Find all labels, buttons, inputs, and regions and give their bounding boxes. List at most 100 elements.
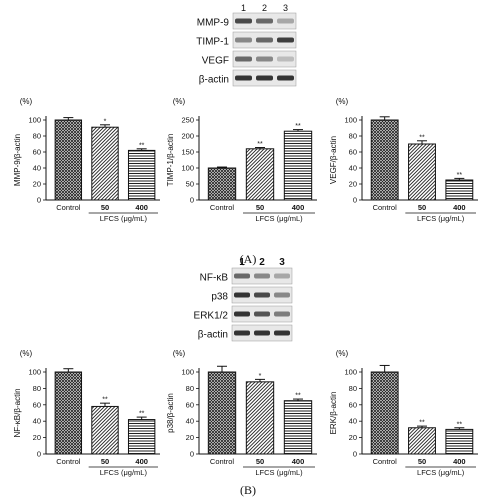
x-axis-label: LFCS (μg/mL): [417, 468, 465, 477]
y-tick-label: 0: [190, 196, 194, 205]
lane-number: 3: [279, 257, 285, 268]
significance-marker: **: [419, 134, 425, 141]
x-tick-label: 400: [453, 457, 466, 466]
bar: [445, 428, 474, 455]
blot-band: [274, 311, 290, 317]
y-axis-label: VEGF/β-actin: [329, 136, 338, 184]
blot-band: [274, 273, 290, 279]
blot-row-label: NF-κB: [200, 273, 229, 284]
x-tick-label: 400: [292, 457, 305, 466]
bar: [283, 130, 313, 201]
y-tick-label: 20: [349, 433, 357, 442]
blot-row-label: VEGF: [202, 56, 229, 67]
y-tick-label: 100: [181, 368, 194, 377]
y-tick-label: 20: [349, 180, 357, 189]
x-tick-label: 50: [418, 203, 426, 212]
y-tick-label: 80: [33, 384, 41, 393]
x-axis-label: LFCS (μg/mL): [100, 214, 148, 223]
blot-band: [235, 37, 252, 43]
blot-band: [254, 292, 270, 298]
blot-row-label: TIMP-1: [196, 37, 229, 48]
x-axis-label: LFCS (μg/mL): [255, 468, 303, 477]
x-tick-label: Control: [210, 457, 235, 466]
bar: [127, 149, 156, 201]
blot-band: [254, 311, 270, 317]
y-tick-label: 0: [37, 196, 41, 205]
y-axis-label: TIMP-1/β-actin: [166, 134, 175, 187]
unit-label: (%): [20, 349, 33, 358]
blot-row-label: β-actin: [198, 330, 228, 341]
bar-chart: (%) 0 20 40 60 80 100 p38/β-actin Control * 50 ** 40…: [166, 349, 317, 477]
x-tick-label: 50: [256, 203, 264, 212]
bar-chart: (%) 0 20 40 60 80 100 ERK/β-actin Control ** 50 ** 4…: [329, 349, 478, 477]
bar: [370, 119, 399, 201]
blot-band: [235, 18, 252, 24]
blot-band: [256, 18, 273, 24]
y-tick-label: 40: [33, 417, 41, 426]
y-tick-label: 60: [33, 400, 41, 409]
x-tick-label: 400: [292, 203, 305, 212]
blot-band: [277, 75, 294, 81]
blot-band: [234, 330, 250, 336]
x-tick-label: 50: [101, 457, 109, 466]
y-tick-label: 100: [344, 368, 357, 377]
bar: [408, 427, 436, 455]
y-axis-label: p38/β-actin: [166, 393, 175, 433]
lane-number: 2: [259, 257, 265, 268]
blot-band: [235, 56, 252, 62]
unit-label: (%): [336, 97, 349, 106]
blot-band: [234, 292, 250, 298]
blot-row-label: p38: [211, 292, 228, 303]
significance-marker: *: [104, 118, 107, 125]
blot-band: [277, 56, 294, 62]
bar: [408, 143, 436, 201]
y-tick-label: 0: [37, 450, 41, 459]
y-tick-label: 100: [28, 116, 41, 125]
y-tick-label: 250: [181, 116, 194, 125]
lane-number: 1: [241, 3, 246, 13]
bar: [54, 371, 83, 455]
x-tick-label: 400: [135, 203, 148, 212]
y-axis-label: MMP-9/β-actin: [13, 134, 22, 186]
significance-marker: **: [457, 421, 463, 428]
panel-label-b: (B): [240, 483, 256, 497]
bar: [54, 119, 83, 201]
blot-band: [277, 37, 294, 43]
y-tick-label: 60: [33, 148, 41, 157]
bar: [207, 371, 237, 455]
bar-chart: (%) 0 20 40 60 80 100 VEGF/β-actin Control ** 50 **…: [329, 97, 478, 223]
significance-marker: **: [102, 397, 108, 404]
significance-marker: **: [295, 123, 301, 130]
y-tick-label: 40: [349, 417, 357, 426]
x-tick-label: 400: [135, 457, 148, 466]
significance-marker: **: [257, 141, 263, 148]
x-tick-label: 50: [418, 457, 426, 466]
y-tick-label: 60: [349, 400, 357, 409]
x-tick-label: Control: [373, 457, 398, 466]
bar: [245, 381, 275, 455]
unit-label: (%): [173, 349, 186, 358]
x-tick-label: Control: [56, 457, 81, 466]
lane-number: 1: [239, 257, 245, 268]
y-tick-label: 50: [186, 180, 194, 189]
y-tick-label: 200: [181, 132, 194, 141]
panel-label-a: (A): [240, 252, 257, 266]
bar-chart: (%) 0 20 40 60 80 100 MMP-9/β-actin Control * 50 **…: [13, 97, 160, 223]
x-tick-label: Control: [373, 203, 398, 212]
x-tick-label: 50: [101, 203, 109, 212]
y-axis-label: ERK/β-actin: [329, 392, 338, 435]
y-tick-label: 100: [344, 116, 357, 125]
blot-band: [256, 75, 273, 81]
y-tick-label: 20: [186, 433, 194, 442]
x-tick-label: 50: [256, 457, 264, 466]
bar: [127, 419, 156, 455]
lane-number: 2: [262, 3, 267, 13]
bar-chart: (%) 0 20 40 60 80 100 NF-κB/β-actin Control ** 50 *…: [13, 349, 160, 477]
blot-band: [234, 311, 250, 317]
y-tick-label: 100: [181, 164, 194, 173]
western-blot-b: 1 2 3 NF-κB p38 ERK1/2 β-actin: [194, 257, 293, 342]
significance-marker: **: [139, 411, 145, 418]
significance-marker: *: [259, 373, 262, 380]
x-tick-label: Control: [56, 203, 81, 212]
